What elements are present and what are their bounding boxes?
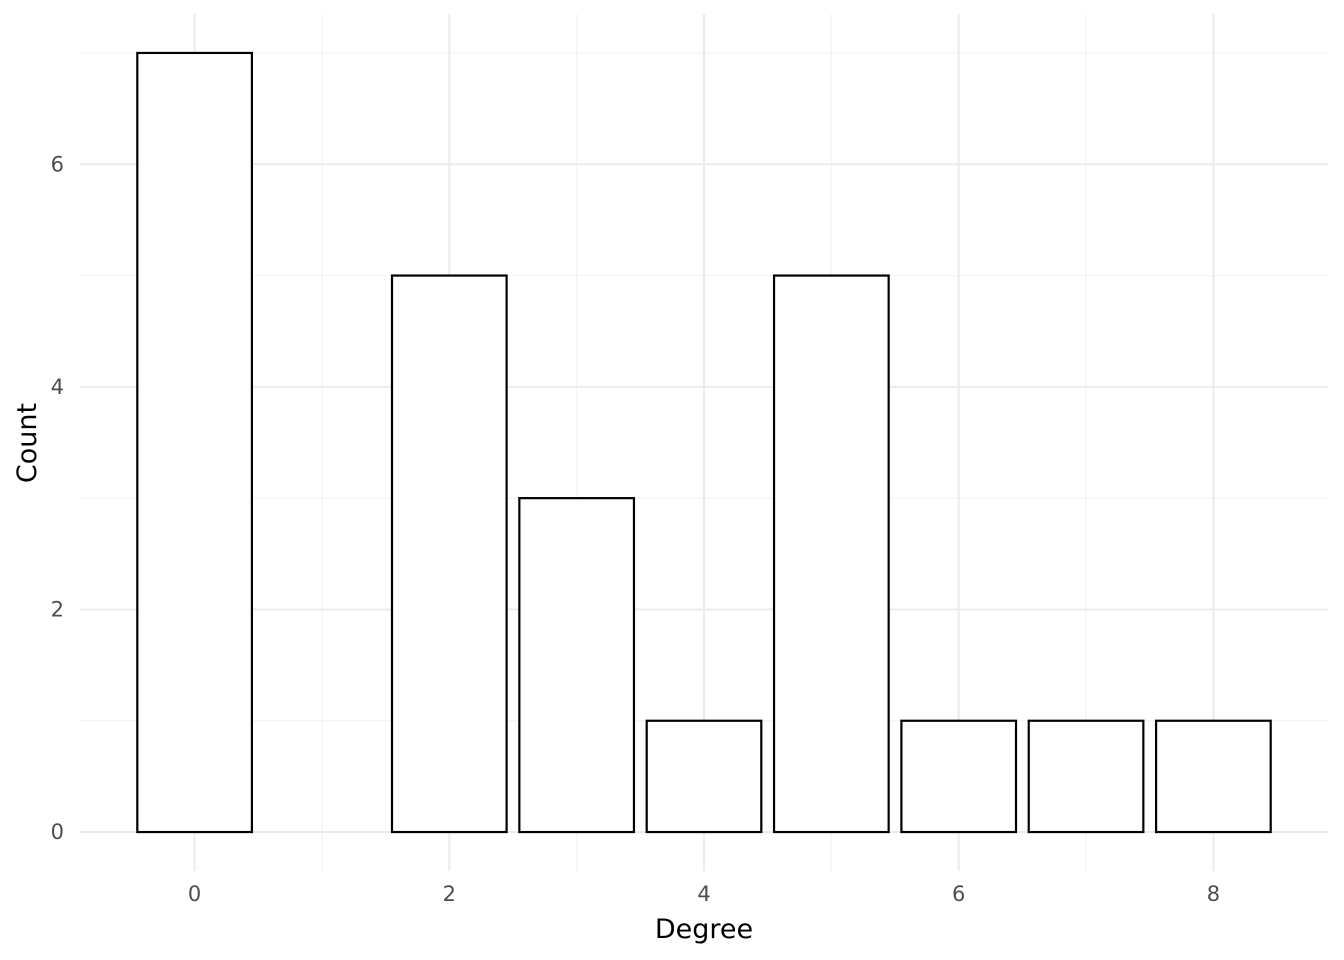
bar-degree-8 [1154,719,1272,834]
bar-degree-3 [518,497,636,834]
bar-degree-4 [645,719,763,834]
x-tick-label: 4 [697,882,710,906]
bar-degree-7 [1027,719,1145,834]
y-tick-label: 2 [51,597,64,621]
x-tick-labels: 0 2 4 6 8 [188,882,1220,906]
bars [136,51,1272,834]
bar-degree-5 [772,274,890,834]
bar-degree-0 [136,51,254,834]
bar-degree-6 [900,719,1018,834]
y-tick-labels: 0 2 4 6 [51,152,64,844]
y-tick-label: 0 [51,820,64,844]
x-axis-title: Degree [655,914,753,945]
x-tick-label: 0 [188,882,201,906]
y-tick-label: 6 [51,152,64,176]
x-tick-label: 2 [443,882,456,906]
x-tick-label: 6 [952,882,965,906]
y-tick-label: 4 [51,375,64,399]
x-tick-label: 8 [1207,882,1220,906]
bar-degree-2 [390,274,508,834]
y-axis-title: Count [12,403,43,483]
